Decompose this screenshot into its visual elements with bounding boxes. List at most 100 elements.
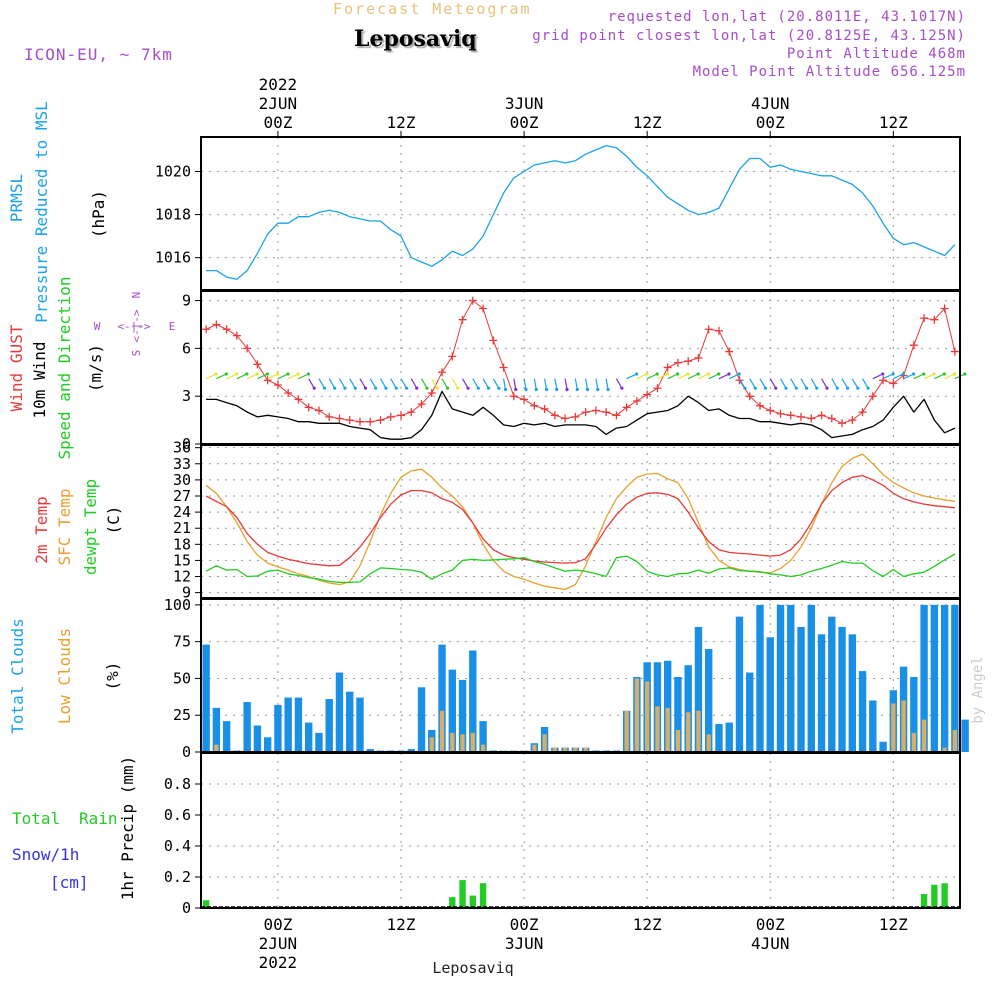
low-clouds-bar bbox=[450, 732, 455, 752]
compass-e: E bbox=[169, 320, 176, 333]
temp2m-label: 2m Temp bbox=[32, 496, 51, 563]
low-clouds-bar bbox=[439, 710, 445, 752]
wind-direction-arrow bbox=[349, 378, 356, 389]
low-clouds-bar bbox=[665, 707, 670, 752]
gust-marker bbox=[530, 401, 539, 410]
wind-direction-arrow bbox=[749, 378, 756, 389]
total-clouds-bar bbox=[284, 697, 292, 752]
wind-direction-arrowhead bbox=[524, 387, 528, 392]
precip-label: 1hr Precip (mm) bbox=[118, 756, 137, 901]
precip-ytick-label: 0.6 bbox=[164, 806, 191, 824]
gust-marker bbox=[407, 408, 416, 417]
total-clouds-bar bbox=[356, 697, 364, 752]
wind-direction-arrowhead bbox=[565, 387, 569, 392]
wind-direction-arrowhead bbox=[881, 372, 885, 376]
gust-marker bbox=[489, 336, 498, 345]
total-clouds-bar bbox=[294, 697, 303, 752]
wind-direction-arrowhead bbox=[306, 372, 311, 376]
wind-direction-arrowhead bbox=[333, 386, 337, 390]
wind-direction-arrow bbox=[328, 378, 336, 389]
total-clouds-bar bbox=[366, 749, 374, 752]
wind-direction-arrowhead bbox=[456, 386, 460, 390]
top-time-label: 2JUN bbox=[259, 94, 298, 113]
wind-direction-arrow bbox=[841, 378, 849, 389]
low-clouds-bar bbox=[706, 734, 711, 752]
sfc-temp-line bbox=[205, 453, 955, 591]
precip-ytick-label: 0.8 bbox=[164, 775, 191, 793]
wind-direction-arrowhead bbox=[635, 372, 639, 376]
grid-point-coords: grid point closest lon,lat (20.8125E, 43… bbox=[532, 28, 966, 44]
wind-direction-arrowhead bbox=[901, 372, 905, 376]
gust-marker bbox=[581, 408, 590, 417]
wind-direction-arrowhead bbox=[676, 372, 680, 376]
gust-marker bbox=[776, 409, 785, 418]
gust-marker bbox=[479, 304, 488, 313]
top-time-label: 2022 bbox=[259, 75, 298, 94]
total-clouds-bar bbox=[715, 724, 723, 752]
bottom-time-label: 12Z bbox=[633, 915, 662, 934]
total-clouds-bar bbox=[705, 649, 713, 752]
gust-marker bbox=[786, 411, 795, 420]
clouds-frame bbox=[200, 598, 961, 753]
total-clouds-bar bbox=[663, 660, 672, 752]
total-clouds-bar bbox=[869, 700, 877, 752]
total-clouds-bar bbox=[263, 737, 272, 752]
total-clouds-bar bbox=[479, 721, 487, 752]
total-clouds-bar bbox=[458, 679, 467, 752]
bottom-time-label: 4JUN bbox=[751, 934, 790, 953]
model-label: ICON-EU, ~ 7km bbox=[24, 45, 173, 64]
wind-dir-label: Speed and Direction bbox=[55, 276, 74, 459]
total-clouds-bar bbox=[807, 604, 815, 752]
wind-direction-arrow bbox=[738, 378, 746, 389]
bottom-time-label: 2JUN bbox=[259, 934, 298, 953]
gust-marker bbox=[417, 400, 426, 409]
gust-marker bbox=[735, 376, 744, 385]
gust-marker bbox=[817, 411, 826, 420]
wind-direction-arrow bbox=[934, 373, 945, 380]
wind-direction-arrow bbox=[708, 373, 719, 380]
low-clouds-bar bbox=[696, 710, 701, 752]
low-clouds-bar bbox=[634, 678, 640, 752]
total-clouds-bar bbox=[930, 604, 939, 752]
wind-direction-arrowhead bbox=[466, 386, 470, 390]
wind-direction-arrow bbox=[308, 378, 315, 389]
wind-direction-arrow bbox=[338, 378, 346, 389]
clouds-ytick-label: 75 bbox=[173, 633, 191, 651]
wind-direction-arrowhead bbox=[815, 386, 819, 390]
low-clouds-bar bbox=[552, 747, 558, 752]
total-clouds-bar bbox=[940, 604, 949, 752]
gust-marker bbox=[427, 389, 436, 397]
gust-marker bbox=[294, 395, 303, 404]
location-title: Leposaviq bbox=[354, 26, 477, 52]
total-clouds-bar bbox=[407, 749, 415, 752]
top-time-label: 4JUN bbox=[751, 94, 790, 113]
wind-direction-arrowhead bbox=[645, 372, 649, 376]
total-rain-label-a: Total bbox=[12, 809, 60, 828]
rain-bar bbox=[469, 895, 476, 908]
wind-direction-arrow bbox=[205, 373, 217, 380]
low-clouds-bar bbox=[214, 744, 219, 752]
wind-direction-arrowhead bbox=[245, 372, 249, 376]
gust-marker bbox=[766, 406, 775, 415]
total-clouds-bar bbox=[756, 604, 764, 752]
wind-direction-arrowhead bbox=[343, 386, 347, 390]
wind-direction-arrow bbox=[410, 378, 418, 389]
wind-direction-arrow bbox=[595, 378, 599, 390]
wind-direction-arrow bbox=[523, 378, 527, 390]
temperature-ytick-label: 27 bbox=[173, 487, 191, 505]
wind-direction-arrow bbox=[482, 378, 490, 389]
gust-marker bbox=[868, 392, 877, 401]
total-clouds-bar bbox=[828, 616, 836, 752]
wind-direction-arrowhead bbox=[952, 372, 957, 376]
low-clouds-bar bbox=[921, 719, 927, 752]
wind-direction-arrow bbox=[657, 373, 668, 380]
gust-marker bbox=[232, 331, 241, 340]
gust-marker bbox=[284, 389, 293, 397]
wind-direction-arrowhead bbox=[825, 386, 829, 390]
wind-direction-arrowhead bbox=[265, 372, 269, 376]
wind-direction-arrow bbox=[821, 378, 828, 389]
gust-marker bbox=[273, 381, 282, 390]
total-clouds-bar bbox=[879, 741, 887, 752]
gust-marker bbox=[243, 344, 252, 353]
gust-marker bbox=[438, 368, 447, 377]
